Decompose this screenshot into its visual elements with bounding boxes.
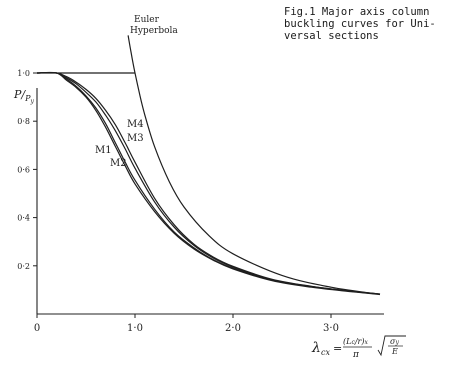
y-tick-label: 0·8 (17, 117, 30, 126)
m4-label: M4 (127, 119, 144, 130)
euler-label-line1: Euler (134, 15, 160, 25)
svg-text:(Lc/r)x: (Lc/r)x (343, 337, 368, 346)
labels: P/Py Euler Hyperbola M4 M3 M1 M2 λ cx = … (13, 15, 406, 360)
svg-text:E: E (391, 347, 398, 356)
m3-label: M3 (127, 133, 144, 144)
svg-text:π: π (352, 350, 360, 360)
y-tick-label: 1·0 (17, 69, 30, 78)
caption-line-2: buckling curves for Uni- (284, 18, 436, 30)
m1-label: M1 (95, 145, 112, 156)
svg-text:σy: σy (390, 337, 399, 346)
curve-m2 (36, 71, 381, 296)
x-tick-label: 2·0 (225, 323, 241, 334)
m2-label: M2 (110, 158, 127, 169)
curve-m1 (36, 71, 381, 295)
y-tick-label: 0·4 (17, 214, 30, 223)
curve-euler-hyperbola (127, 35, 381, 295)
y-tick-label: 0·2 (17, 262, 30, 271)
svg-text:cx: cx (321, 348, 330, 357)
curves (36, 35, 381, 296)
x-axis-label: λ cx = (Lc/r)x π σy E (311, 335, 406, 360)
caption-line-1: Fig.1 Major axis column (284, 6, 430, 18)
svg-text:λ: λ (311, 340, 321, 356)
caption-line-3: versal sections (284, 30, 379, 42)
curve-m3 (36, 72, 381, 295)
y-tick-label: 0·6 (17, 165, 30, 174)
ticks: 0 1·0 2·0 3·0 0·2 0·4 0·6 0·8 1·0 (17, 69, 339, 334)
x-tick-label: 1·0 (127, 323, 143, 334)
axes (36, 88, 384, 315)
euler-label-line2: Hyperbola (130, 26, 178, 36)
y-axis-label: P/Py (13, 88, 35, 105)
x-tick-label: 3·0 (323, 323, 339, 334)
curve-m4 (36, 72, 381, 295)
svg-text:=: = (333, 342, 342, 355)
x-tick-label: 0 (34, 323, 40, 334)
